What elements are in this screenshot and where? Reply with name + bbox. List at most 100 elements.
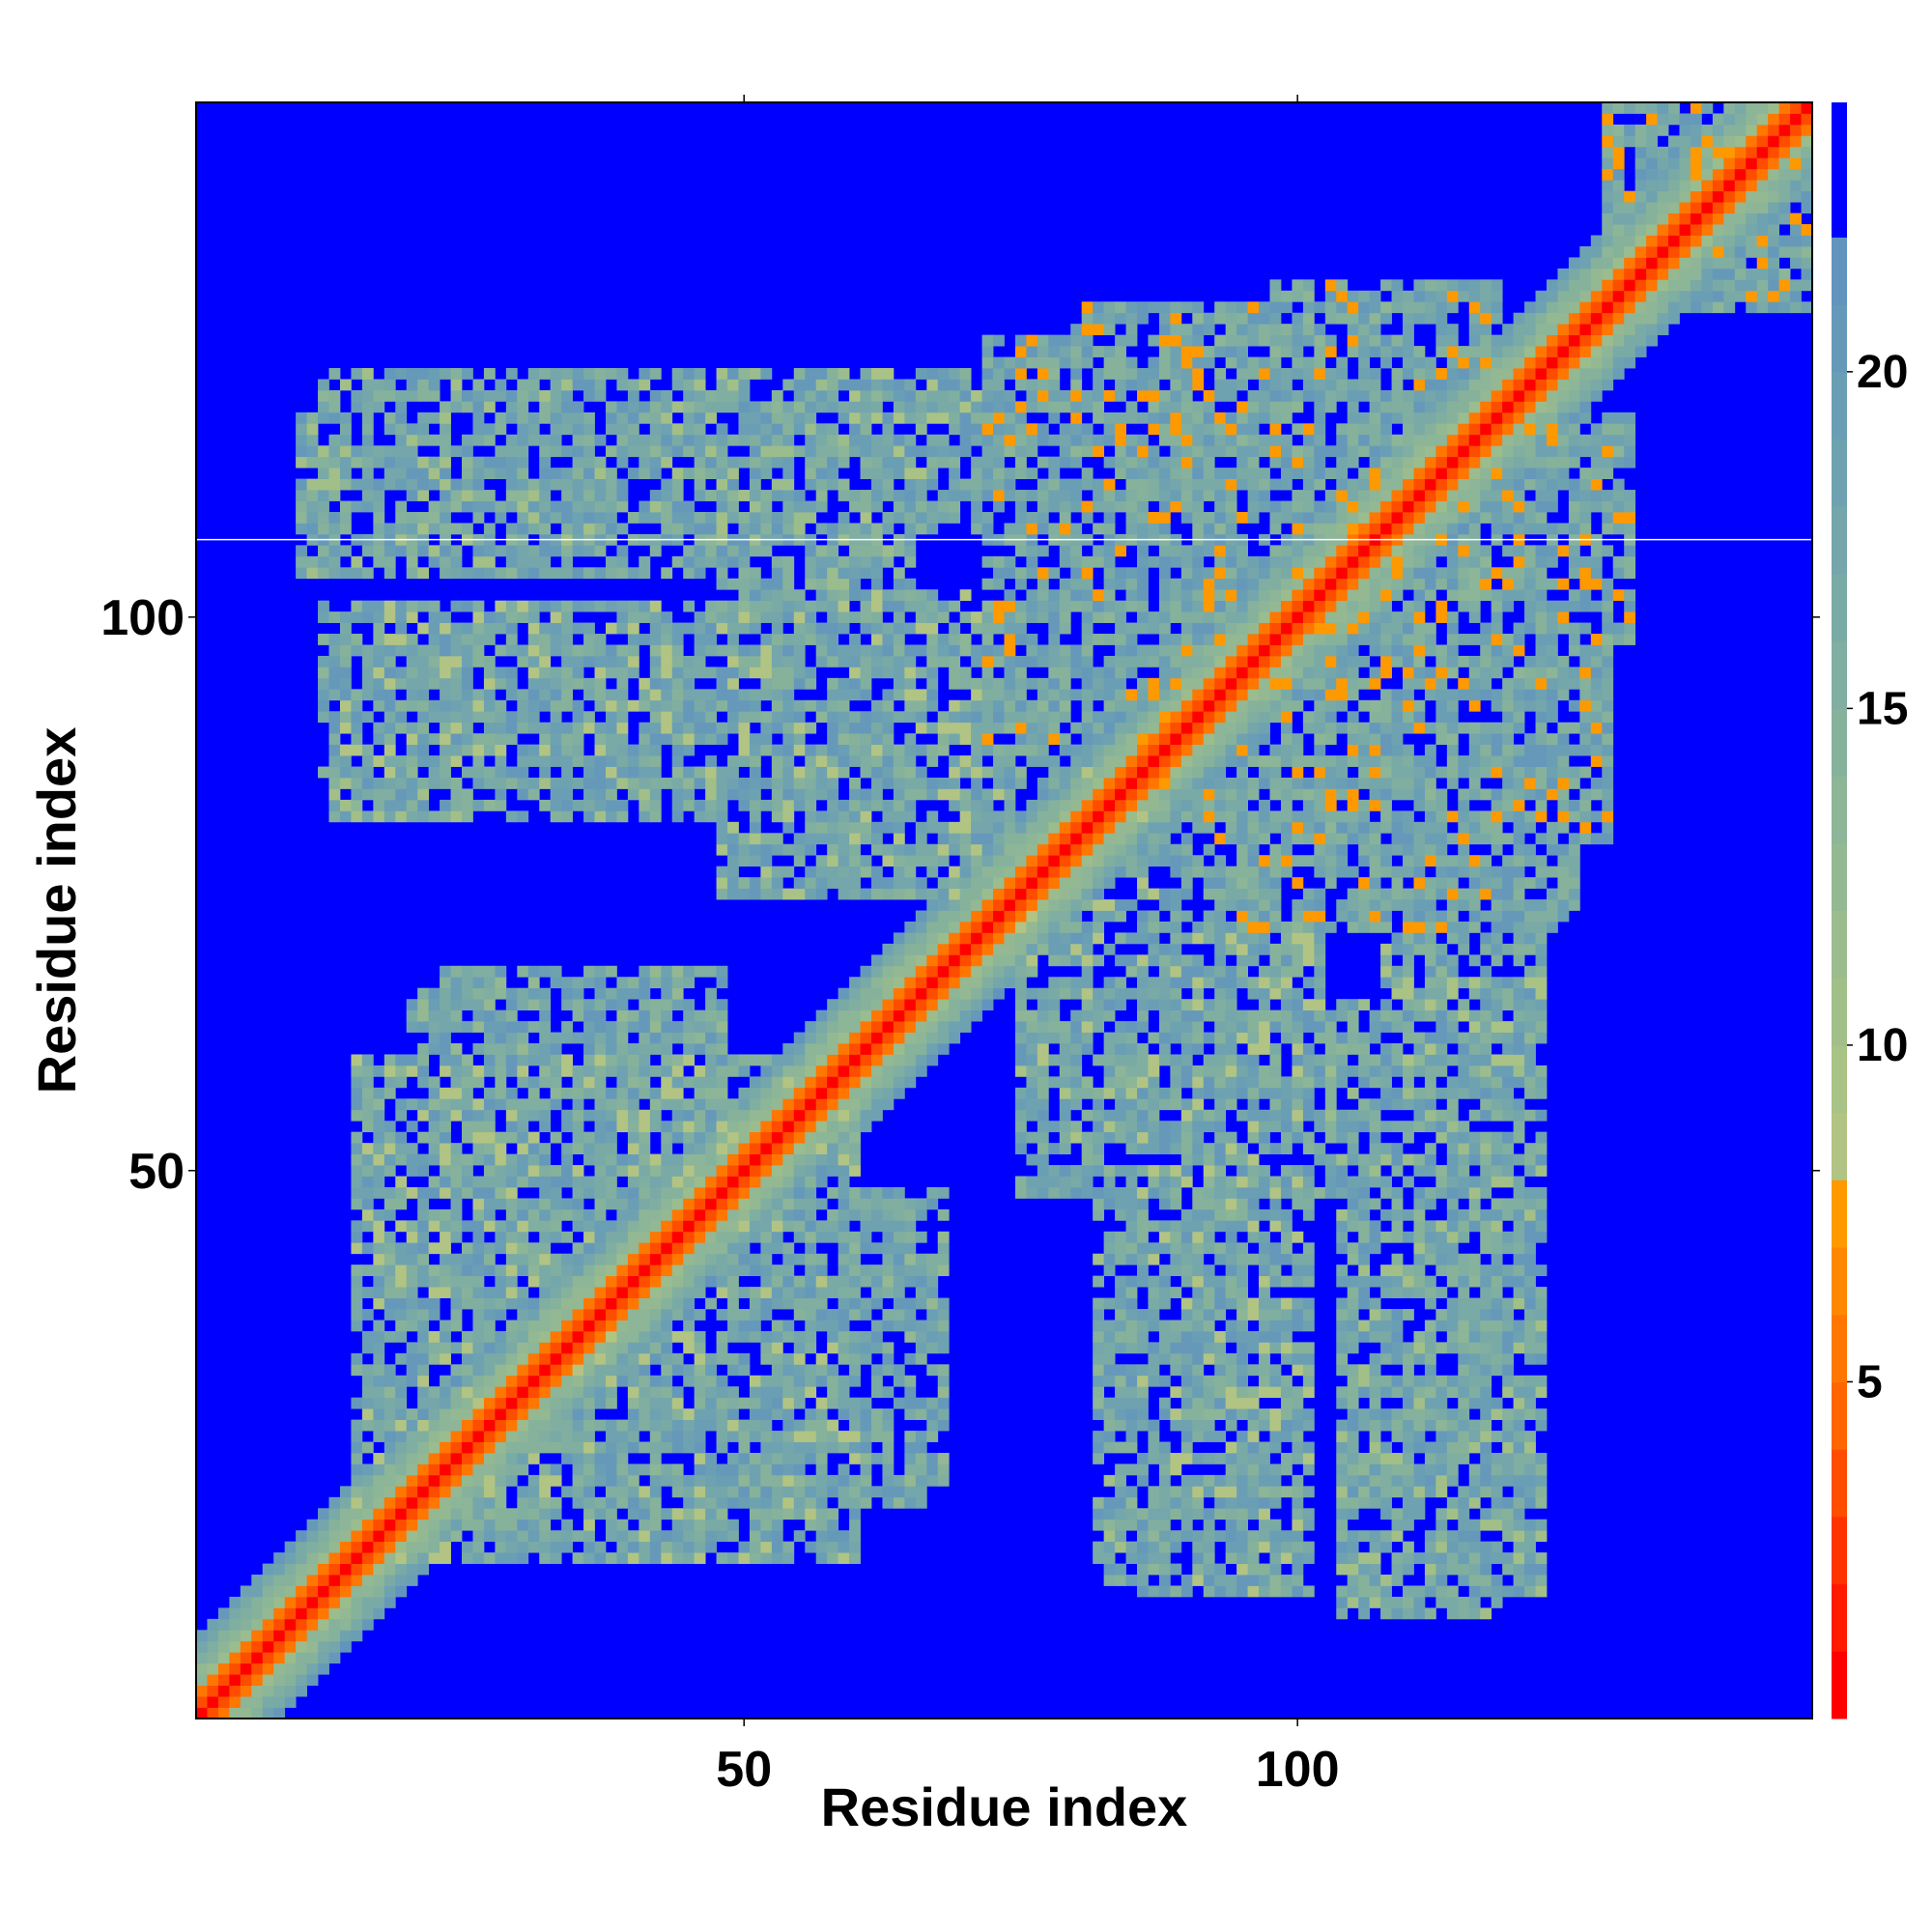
heatmap-cell <box>495 1342 507 1354</box>
heatmap-cell <box>594 1131 607 1144</box>
heatmap-cell <box>605 1342 617 1354</box>
heatmap-cell <box>616 1441 629 1454</box>
heatmap-cell <box>738 1065 751 1077</box>
heatmap-cell <box>738 490 751 501</box>
heatmap-cell <box>782 1330 795 1343</box>
heatmap-cell <box>616 1375 629 1387</box>
heatmap-cell <box>926 622 939 635</box>
heatmap-cell <box>517 1342 529 1354</box>
heatmap-cell <box>462 567 473 580</box>
heatmap-cell <box>639 1320 651 1332</box>
heatmap-cell <box>328 456 341 469</box>
heatmap-cell <box>860 677 872 690</box>
heatmap-cell <box>440 478 451 491</box>
heatmap-cell <box>616 1021 629 1033</box>
heatmap-cell <box>472 1043 485 1055</box>
heatmap-cell <box>738 1264 751 1277</box>
heatmap-cell <box>406 1242 418 1255</box>
heatmap-cell <box>959 490 972 501</box>
heatmap-cell <box>738 1330 751 1343</box>
heatmap-cell <box>771 744 783 756</box>
heatmap-cell <box>273 1652 286 1664</box>
heatmap-cell <box>949 401 961 413</box>
heatmap-cell <box>428 1463 440 1476</box>
heatmap-cell <box>417 1242 430 1255</box>
heatmap-cell <box>639 1386 651 1399</box>
heatmap-cell <box>450 1287 463 1298</box>
heatmap-cell <box>217 1652 230 1664</box>
heatmap-cell <box>583 1220 595 1233</box>
heatmap-cell <box>361 567 374 580</box>
heatmap-cell <box>251 1630 264 1642</box>
heatmap-cell <box>893 567 905 580</box>
heatmap-cell <box>605 722 617 734</box>
heatmap-cell <box>616 412 629 424</box>
heatmap-cell <box>550 379 562 391</box>
heatmap-cell <box>373 1342 385 1354</box>
heatmap-cell <box>661 412 673 424</box>
heatmap-cell <box>749 1375 761 1387</box>
heatmap-cell <box>705 600 717 612</box>
heatmap-cell <box>683 555 696 568</box>
heatmap-cell <box>870 1242 883 1255</box>
heatmap-cell <box>937 1463 950 1476</box>
heatmap-cell <box>296 1674 307 1687</box>
heatmap-cell <box>771 1208 783 1221</box>
heatmap-cell <box>827 1474 839 1487</box>
heatmap-cell <box>694 1009 706 1022</box>
heatmap-cell <box>827 1220 839 1233</box>
heatmap-cell <box>406 1364 418 1377</box>
heatmap-cell <box>793 1309 806 1321</box>
heatmap-cell <box>639 1264 651 1277</box>
heatmap-cell <box>860 545 872 557</box>
heatmap-cell <box>440 965 451 978</box>
heatmap-cell <box>805 1441 817 1454</box>
heatmap-cell <box>771 810 783 823</box>
heatmap-cell <box>838 1076 850 1089</box>
heatmap-cell <box>815 379 828 391</box>
heatmap-cell <box>539 1474 552 1487</box>
heatmap-cell <box>860 1032 872 1044</box>
heatmap-cell <box>428 478 440 491</box>
heatmap-cell <box>838 478 850 491</box>
heatmap-cell <box>838 523 850 535</box>
heatmap-cell <box>771 877 783 889</box>
heatmap-cell <box>483 1519 496 1531</box>
heatmap-cell <box>827 777 839 789</box>
heatmap-cell <box>384 667 396 679</box>
heatmap-cell <box>649 711 662 724</box>
heatmap-cell <box>527 1087 540 1099</box>
heatmap-cell <box>517 567 529 580</box>
heatmap-cell <box>627 1287 639 1298</box>
heatmap-cell <box>870 1098 883 1111</box>
heatmap-cell <box>561 677 573 690</box>
heatmap-cell <box>583 600 595 612</box>
heatmap-cell <box>505 368 518 380</box>
heatmap-cell <box>605 711 617 724</box>
heatmap-cell <box>683 1519 696 1531</box>
heatmap-cell <box>572 733 584 746</box>
heatmap-cell <box>627 1208 639 1221</box>
heatmap-cell <box>1026 755 1038 767</box>
heatmap-cell <box>505 1087 518 1099</box>
heatmap-cell <box>395 722 408 734</box>
heatmap-cell <box>805 1287 817 1298</box>
heatmap-cell <box>440 689 451 701</box>
heatmap-cell <box>583 1087 595 1099</box>
heatmap-cell <box>827 1231 839 1243</box>
heatmap-cell <box>296 567 307 580</box>
heatmap-cell <box>915 932 927 945</box>
heatmap-cell <box>649 733 662 746</box>
heatmap-cell <box>472 555 485 568</box>
heatmap-cell <box>527 622 540 635</box>
heatmap-cell <box>760 1431 773 1442</box>
heatmap-cell <box>827 1309 839 1321</box>
heatmap-cell <box>915 1496 927 1509</box>
heatmap-cell <box>782 1242 795 1255</box>
heatmap-cell <box>805 622 817 635</box>
heatmap-cell <box>627 1309 639 1321</box>
heatmap-cell <box>616 1519 629 1531</box>
heatmap-cell <box>361 1575 374 1586</box>
heatmap-cell <box>915 843 927 856</box>
heatmap-cell <box>937 634 950 645</box>
